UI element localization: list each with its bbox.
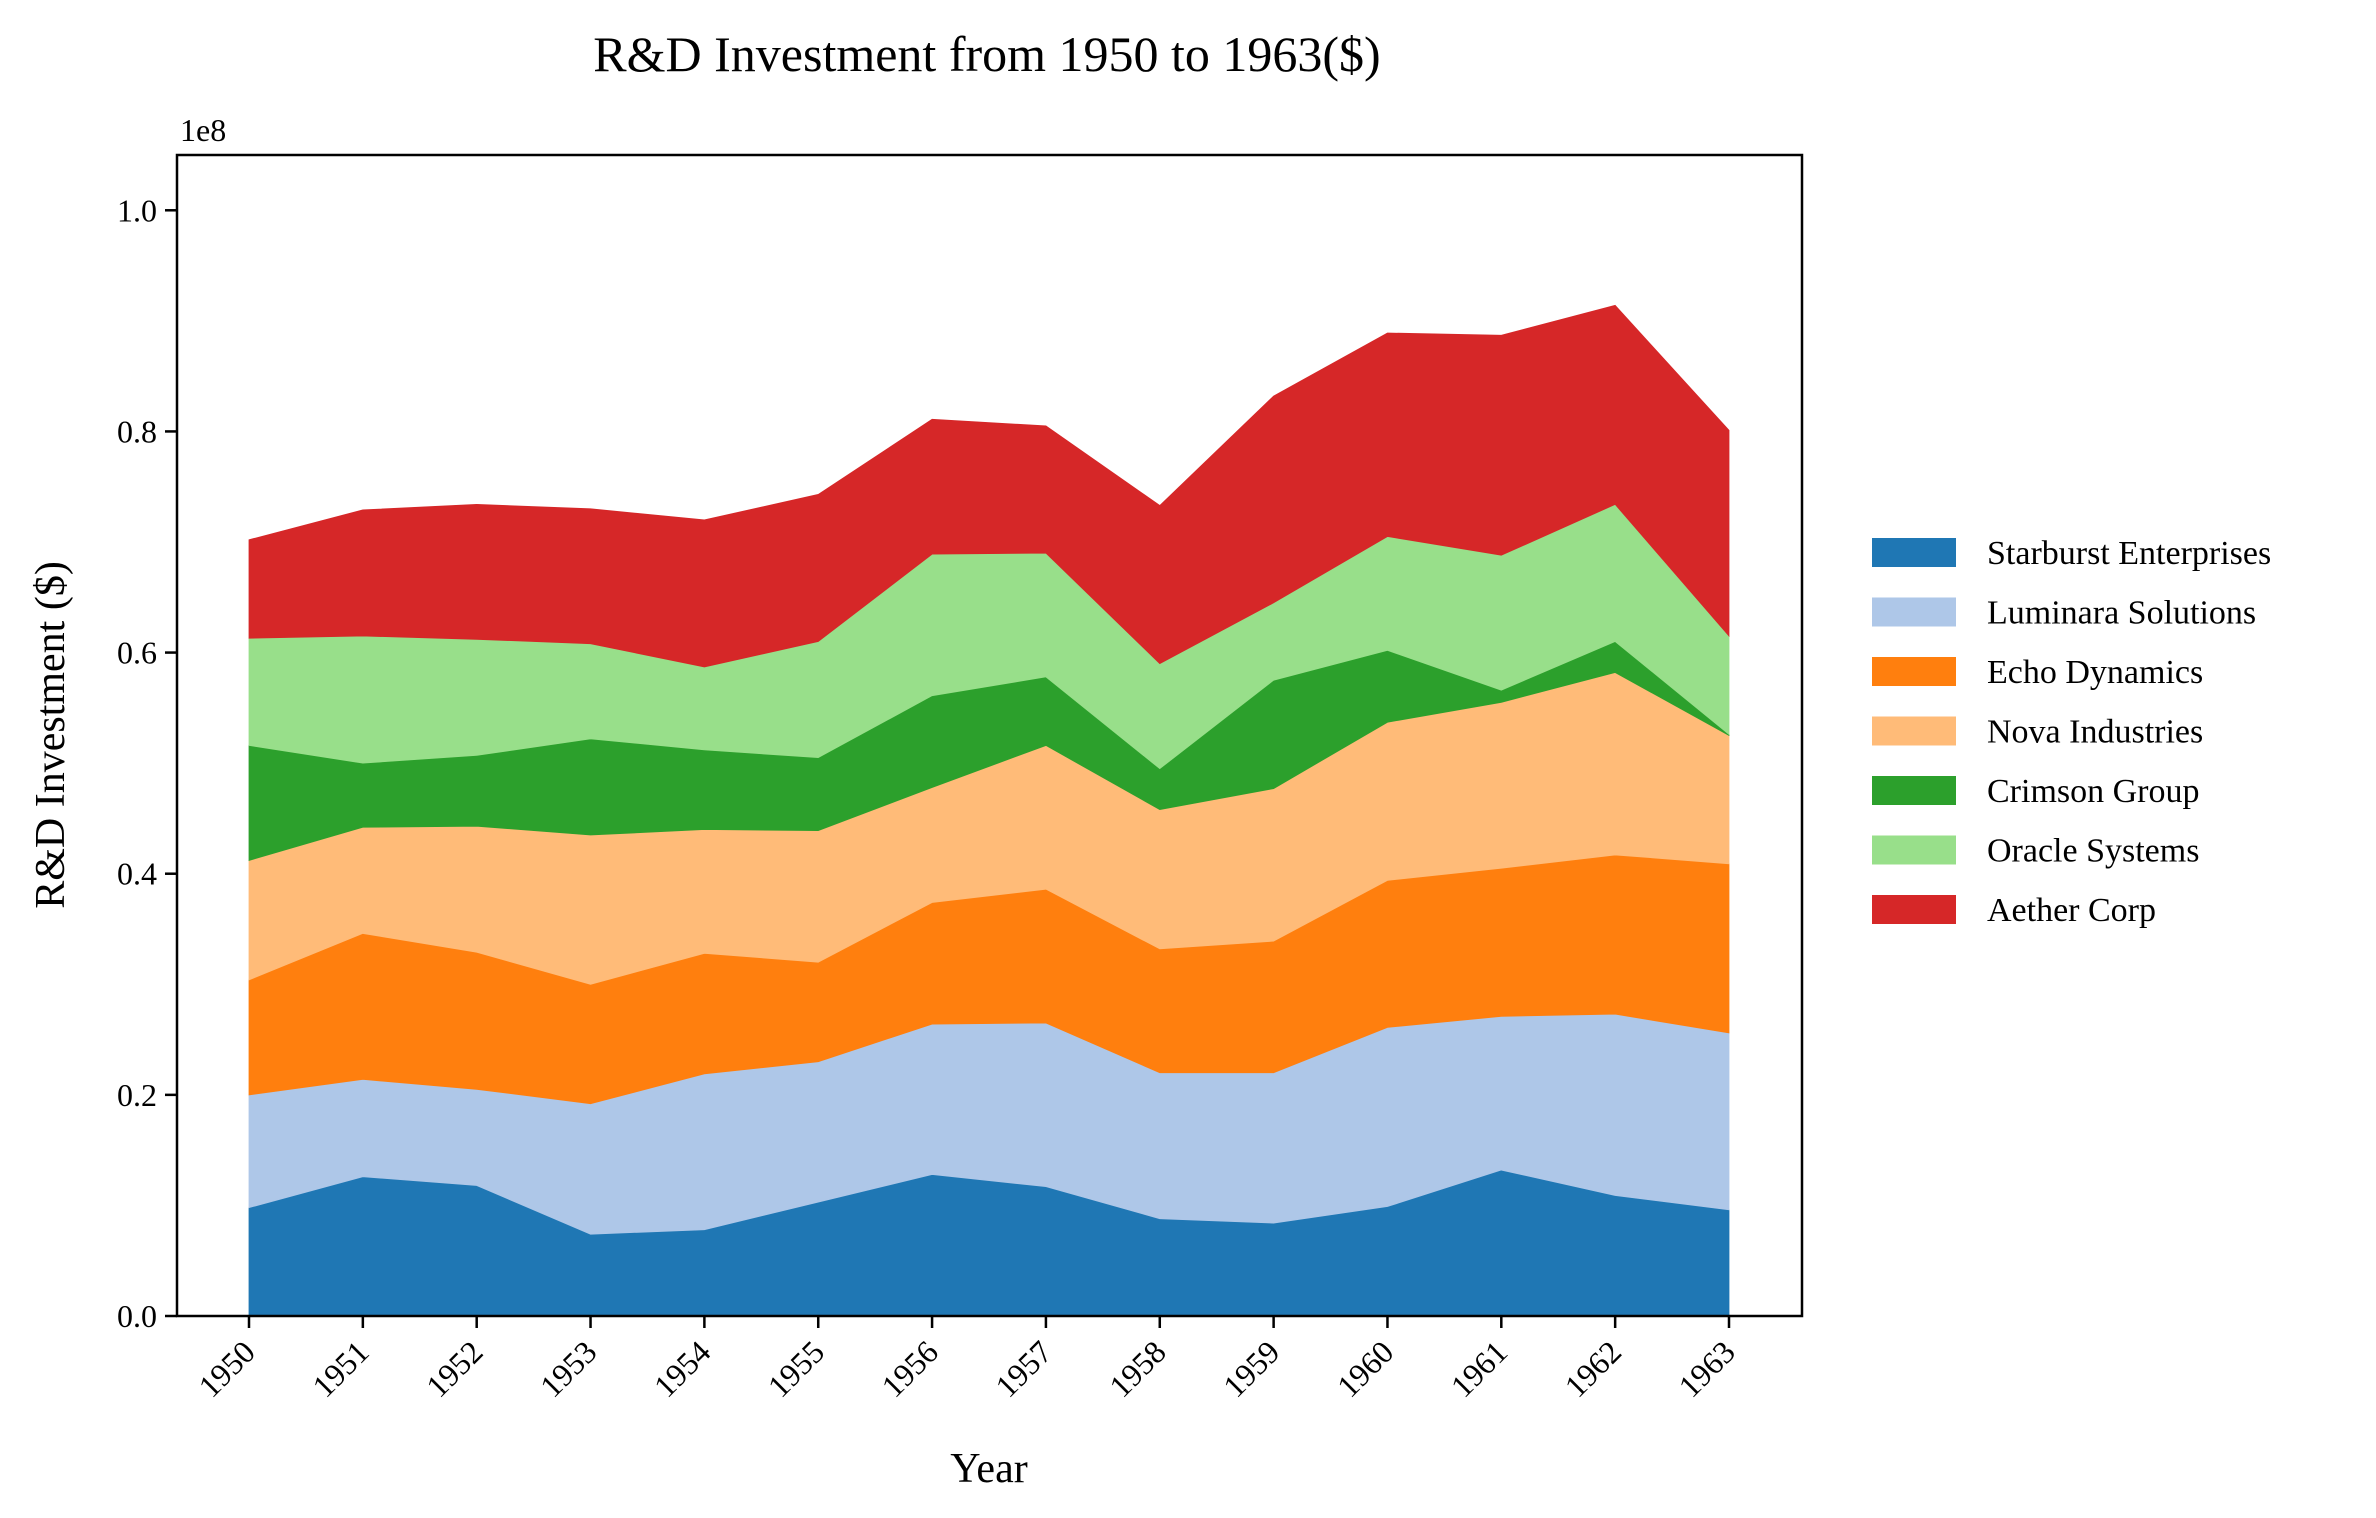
x-tick-label: 1959: [1216, 1333, 1287, 1404]
x-tick-label: 1950: [191, 1333, 262, 1404]
y-tick-label: 0.8: [117, 413, 157, 449]
legend: Starburst Enterprises Luminara Solutions E…: [1872, 535, 2271, 929]
x-tick-label: 1960: [1330, 1333, 1401, 1404]
legend-swatch: [1872, 538, 1956, 567]
y-axis: 0.0 0.2 0.4 0.6 0.8 1.0: [117, 192, 177, 1334]
legend-swatch: [1872, 657, 1956, 686]
legend-swatch: [1872, 835, 1956, 865]
x-axis-label: Year: [950, 1446, 1027, 1492]
legend-swatch: [1872, 895, 1956, 924]
legend-label: Aether Corp: [1987, 892, 2156, 929]
area-starburst-enterprises: [248, 1169, 1730, 1317]
legend-swatch: [1872, 776, 1956, 805]
x-tick-label: 1956: [874, 1333, 945, 1404]
y-tick-label: 1.0: [117, 192, 157, 228]
area-aether-corp: [248, 304, 1730, 668]
legend-label: Crimson Group: [1987, 773, 2200, 810]
legend-label: Starburst Enterprises: [1987, 535, 2271, 572]
y-axis-label: R&D Investment ($): [28, 561, 74, 909]
x-tick-label: 1961: [1444, 1333, 1515, 1404]
x-tick-label: 1958: [1102, 1333, 1173, 1404]
x-tick-label: 1962: [1557, 1333, 1628, 1404]
chart-title: R&D Investment from 1950 to 1963($): [593, 26, 1380, 82]
plot-frame: [175, 153, 1804, 1318]
x-tick-label: 1954: [647, 1333, 718, 1404]
legend-label: Nova Industries: [1987, 714, 2203, 751]
legend-swatch: [1872, 716, 1956, 746]
area-layers: [248, 304, 1730, 1317]
y-tick-label: 0.2: [117, 1077, 157, 1113]
x-tick-label: 1953: [533, 1333, 604, 1404]
x-tick-label: 1952: [419, 1333, 490, 1404]
x-axis: 1950 1951 1952 1953 1954 1955 1956 1957 1958 1959…: [191, 1316, 1742, 1404]
y-axis-offset-label: 1e8: [180, 112, 226, 148]
legend-label: Luminara Solutions: [1987, 595, 2256, 632]
legend-swatch: [1872, 597, 1956, 627]
x-tick-label: 1957: [988, 1333, 1059, 1404]
y-tick-label: 0.0: [117, 1298, 157, 1334]
x-tick-label: 1963: [1671, 1333, 1742, 1404]
legend-label: Echo Dynamics: [1987, 654, 2203, 691]
y-tick-label: 0.4: [117, 856, 157, 892]
legend-label: Oracle Systems: [1987, 833, 2199, 870]
x-tick-label: 1951: [305, 1333, 376, 1404]
y-tick-label: 0.6: [117, 635, 157, 671]
x-tick-label: 1955: [760, 1333, 831, 1404]
